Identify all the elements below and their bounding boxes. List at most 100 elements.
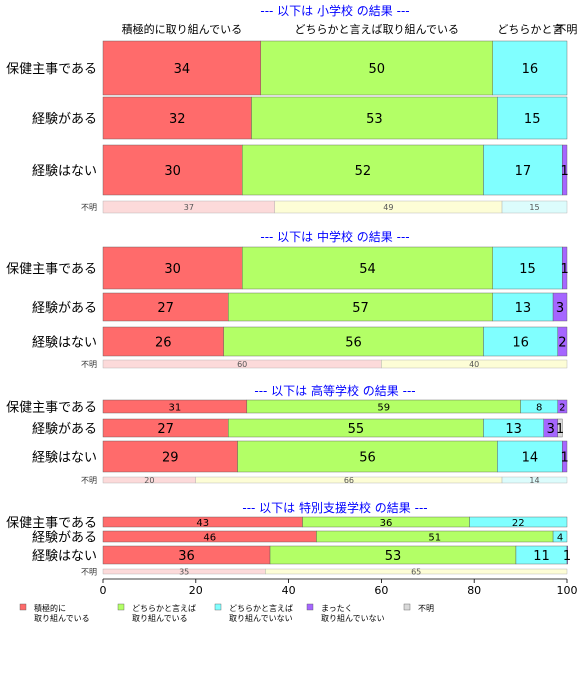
bar-segment — [492, 40, 568, 96]
bar-value-label: 56 — [359, 450, 376, 465]
bar-value-label: 1 — [561, 164, 569, 179]
bar-value-label: 30 — [164, 262, 181, 277]
bar-segment — [102, 292, 229, 322]
x-tick-label: 0 — [100, 584, 107, 597]
bar-value-label: 57 — [352, 301, 369, 316]
row-label: 保健主事である — [6, 62, 97, 77]
top-category-label: どちらかと言 — [497, 23, 563, 36]
bar-value-label: 36 — [380, 518, 393, 529]
row-label: 経験がある — [32, 422, 97, 437]
bar-segment — [552, 292, 568, 322]
x-tick-label: 20 — [189, 584, 203, 597]
bar-segment — [241, 144, 484, 196]
top-category-label: 不明 — [555, 23, 577, 36]
unknown-bar-value-label: 14 — [529, 476, 539, 485]
bar-value-label: 17 — [515, 164, 532, 179]
bar-value-label: 2 — [559, 402, 565, 413]
unknown-bar-segment — [501, 200, 568, 214]
bar-segment — [260, 40, 493, 96]
unknown-bar-value-label: 37 — [184, 203, 194, 212]
bar-value-label: 26 — [155, 335, 172, 350]
legend-swatch — [214, 603, 222, 611]
bar-value-label: 8 — [536, 402, 542, 413]
row-label: 経験はない — [32, 549, 97, 564]
legend-label: どちらかと言えば — [132, 603, 196, 613]
bar-value-label: 43 — [196, 518, 209, 529]
bar-segment — [552, 530, 568, 543]
bar-value-label: 54 — [359, 262, 376, 277]
bar-segment — [562, 440, 568, 473]
bar-segment — [483, 326, 558, 357]
bar-segment — [223, 326, 484, 357]
row-label: 保健主事である — [6, 401, 97, 416]
x-tick-label: 40 — [282, 584, 296, 597]
bar-segment — [102, 440, 238, 473]
panel-title: --- 以下は 小学校 の結果 --- — [260, 3, 409, 18]
bar-value-label: 56 — [345, 335, 362, 350]
legend-swatch — [306, 603, 314, 611]
bar-value-label: 1 — [563, 549, 571, 564]
bar-segment — [251, 96, 498, 140]
legend-label: 取り組んでいる — [132, 613, 188, 623]
bar-value-label: 50 — [368, 62, 385, 77]
bar-value-label: 27 — [157, 301, 174, 316]
bar-segment — [102, 144, 243, 196]
legend-swatch — [403, 603, 411, 611]
unknown-bar-value-label: 20 — [144, 476, 154, 485]
bar-value-label: 51 — [428, 532, 441, 543]
bar-value-label: 30 — [164, 164, 181, 179]
bar-value-label: 46 — [203, 532, 216, 543]
unknown-bar-value-label: 35 — [179, 568, 189, 577]
x-tick-label: 60 — [374, 584, 388, 597]
bar-value-label: 16 — [512, 335, 529, 350]
legend-label: 取り組んでいない — [321, 613, 385, 623]
legend-swatch — [117, 603, 125, 611]
bar-segment — [497, 440, 563, 473]
legend-label: 積極的に — [34, 603, 66, 613]
bar-value-label: 1 — [561, 262, 569, 277]
unknown-bar-segment — [265, 568, 568, 575]
bar-value-label: 1 — [556, 422, 564, 437]
bar-value-label: 15 — [519, 262, 536, 277]
bar-value-label: 3 — [547, 422, 555, 437]
unknown-bar-value-label: 60 — [237, 360, 247, 369]
unknown-row-label: 不明 — [81, 203, 97, 212]
bar-value-label: 3 — [556, 301, 564, 316]
unknown-row-label: 不明 — [81, 476, 97, 485]
top-category-label: どちらかと言えば取り組んでいる — [295, 23, 459, 36]
bar-value-label: 27 — [157, 422, 174, 437]
bar-segment — [469, 516, 568, 528]
bar-value-label: 13 — [515, 301, 532, 316]
bar-value-label: 53 — [385, 549, 402, 564]
bar-segment — [241, 246, 493, 290]
bar-value-label: 2 — [558, 335, 566, 350]
bar-segment — [557, 418, 563, 438]
panel-title: --- 以下は 高等学校 の結果 --- — [254, 383, 415, 398]
row-label: 保健主事である — [6, 262, 97, 277]
row-label: 経験はない — [32, 164, 97, 179]
bar-segment — [497, 96, 568, 140]
bar-segment — [557, 399, 568, 414]
bar-value-label: 29 — [162, 450, 179, 465]
top-category-label: 積極的に取り組んでいる — [122, 22, 242, 36]
bar-value-label: 13 — [505, 422, 522, 437]
legend-label: まったく — [321, 604, 353, 613]
bar-value-label: 1 — [561, 450, 569, 465]
legend-swatch — [19, 603, 27, 611]
unknown-row-label: 不明 — [81, 360, 97, 369]
unknown-bar-segment — [501, 476, 568, 484]
legend-label: 取り組んでいない — [229, 613, 293, 623]
unknown-bar-value-label: 40 — [469, 360, 479, 369]
unknown-bar-value-label: 49 — [383, 203, 393, 212]
bar-segment — [562, 246, 568, 290]
legend-label: 取り組んでいる — [34, 613, 90, 623]
panel-title: --- 以下は 特別支援学校 の結果 --- — [242, 500, 427, 515]
bar-segment — [562, 144, 568, 196]
unknown-bar-value-label: 66 — [344, 476, 354, 485]
x-tick-label: 80 — [467, 584, 481, 597]
bar-value-label: 31 — [169, 402, 182, 413]
bar-segment — [557, 326, 568, 357]
bar-value-label: 32 — [169, 112, 186, 127]
bar-segment — [228, 292, 493, 322]
bar-segment — [102, 40, 261, 96]
